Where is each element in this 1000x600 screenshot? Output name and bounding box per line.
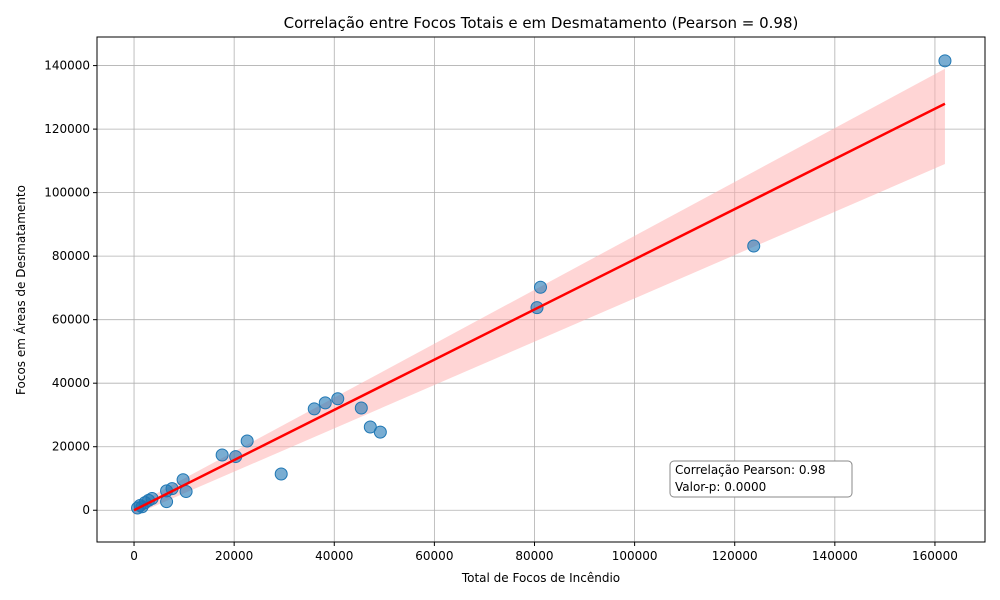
data-point xyxy=(373,425,387,439)
x-tick-label: 80000 xyxy=(515,549,553,563)
x-tick-label: 100000 xyxy=(612,549,658,563)
axis-ticks: 0 20000 40000 60000 80000 100000 120000 140000 1… xyxy=(44,59,958,563)
y-tick-label: 20000 xyxy=(52,440,90,454)
x-axis-label: Total de Focos de Incêndio xyxy=(461,571,620,585)
data-point xyxy=(274,467,288,481)
data-point xyxy=(160,495,174,509)
x-tick-label: 0 xyxy=(130,549,138,563)
regression-line-layer xyxy=(133,102,946,512)
x-tick-label: 140000 xyxy=(812,549,858,563)
data-point xyxy=(533,280,547,294)
stats-annotation-box: Correlação Pearson: 0.98 Valor-p: 0.0000 xyxy=(669,460,853,498)
y-tick-label: 60000 xyxy=(52,313,90,327)
y-tick-label: 140000 xyxy=(44,59,90,73)
y-tick-label: 80000 xyxy=(52,249,90,263)
plot-frame xyxy=(96,36,986,543)
chart-title: Correlação entre Focos Totais e em Desma… xyxy=(284,14,799,32)
data-point xyxy=(331,392,345,406)
pvalue-annotation: Valor-p: 0.0000 xyxy=(675,480,766,494)
x-tick-label: 60000 xyxy=(415,549,453,563)
x-tick-label: 40000 xyxy=(315,549,353,563)
x-tick-label: 160000 xyxy=(912,549,958,563)
x-tick-label: 120000 xyxy=(712,549,758,563)
y-tick-label: 120000 xyxy=(44,122,90,136)
data-point xyxy=(318,396,332,410)
y-tick-label: 40000 xyxy=(52,376,90,390)
data-point xyxy=(354,401,368,415)
y-tick-label: 0 xyxy=(82,503,90,517)
data-point xyxy=(307,402,321,416)
y-tick-label: 100000 xyxy=(44,186,90,200)
regression-line xyxy=(133,102,946,512)
data-points-layer xyxy=(131,54,952,515)
data-point xyxy=(215,448,229,462)
data-point xyxy=(938,54,952,68)
pearson-annotation: Correlação Pearson: 0.98 xyxy=(675,463,826,477)
x-tick-label: 20000 xyxy=(215,549,253,563)
y-axis-label: Focos em Áreas de Desmatamento xyxy=(13,185,28,395)
data-point xyxy=(747,239,761,253)
data-point xyxy=(240,434,254,448)
